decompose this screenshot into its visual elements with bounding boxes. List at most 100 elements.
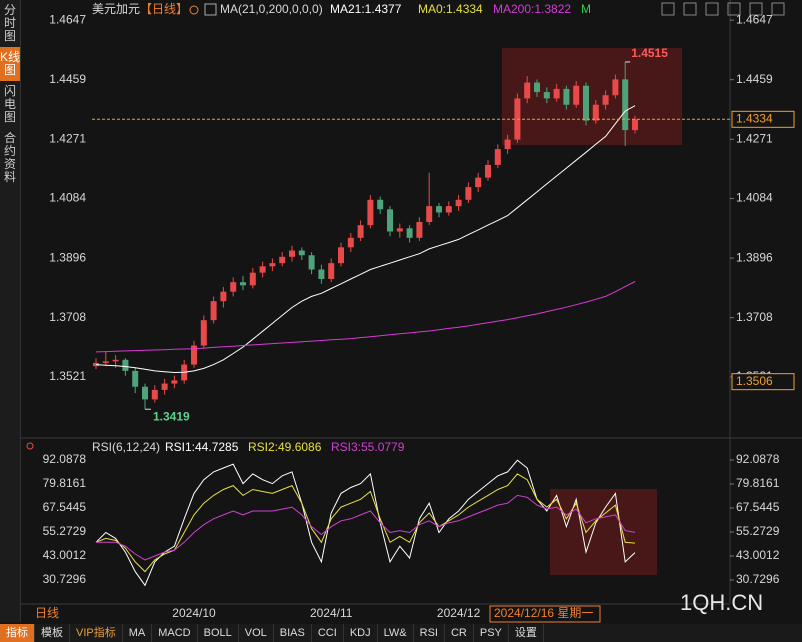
y-tick-label: 43.0012 — [43, 548, 87, 562]
y-tick-label: 1.4459 — [49, 72, 86, 86]
indicator-tab[interactable]: 指标 — [0, 624, 35, 642]
indicator-tab[interactable]: VIP指标 — [70, 624, 123, 642]
candle-body — [93, 362, 99, 367]
candle-body — [563, 88, 570, 105]
candle-body — [445, 206, 452, 213]
icon[interactable] — [204, 3, 217, 16]
price-box — [731, 110, 795, 128]
sidebar-tab[interactable]: 合约资料 — [3, 131, 16, 184]
legend-entry: MA21:1.4377 — [330, 2, 402, 16]
candle-body — [200, 320, 207, 346]
price-box — [731, 373, 795, 391]
icon[interactable] — [727, 2, 741, 16]
high-annotation: 1.4515 — [631, 46, 668, 60]
candle-body — [230, 282, 237, 292]
marker-price-label: 1.3506 — [736, 374, 773, 388]
period-label: 日线 — [35, 606, 59, 620]
legend-entry: RSI1:44.7285 — [165, 440, 239, 454]
indicator-tab[interactable]: RSI — [414, 624, 445, 642]
candle-body — [602, 95, 609, 105]
candle-body — [298, 250, 305, 256]
sidebar: 分时图 K线图闪电图合约资料 — [0, 0, 21, 622]
candle-body — [240, 282, 246, 286]
indicator-tab[interactable]: LW& — [378, 624, 414, 642]
candle-body — [632, 119, 638, 131]
y-tick-label: 79.8161 — [736, 476, 780, 490]
period: 【日线】 — [140, 2, 188, 16]
indicator-tab[interactable]: MA — [123, 624, 153, 642]
sidebar-tab[interactable]: 闪电图 — [3, 84, 16, 124]
y-tick-label: 1.3708 — [736, 310, 773, 324]
indicator-tab[interactable]: CCI — [312, 624, 344, 642]
candle-body — [416, 221, 423, 238]
indicator-tab[interactable]: VOL — [239, 624, 274, 642]
low-annotation: 1.3419 — [153, 409, 190, 423]
candle-body — [328, 263, 335, 280]
y-tick-label: 79.8161 — [43, 476, 87, 490]
icon[interactable] — [661, 2, 675, 16]
candle-body — [622, 79, 629, 131]
indicator-tab[interactable]: BIAS — [274, 624, 312, 642]
candle-body — [494, 149, 501, 165]
indicator-tab[interactable]: BOLL — [198, 624, 239, 642]
legend-entry: MA200:1.3822 — [493, 2, 571, 16]
y-tick-label: 67.5445 — [736, 500, 780, 514]
y-tick-label: 92.0878 — [736, 452, 780, 466]
y-tick-label: 1.4084 — [736, 191, 773, 205]
indicator-tab[interactable]: 模板 — [35, 624, 70, 642]
candle-body — [151, 389, 158, 400]
indicator-tab[interactable]: PSY — [474, 624, 509, 642]
candle-body — [583, 85, 589, 121]
candle-body — [279, 256, 286, 264]
highlight-box — [502, 48, 682, 145]
sidebar-tab[interactable]: K线图 — [0, 47, 20, 81]
x-tick-label: 2024/10 — [172, 606, 216, 620]
indicator-tab[interactable]: 设置 — [509, 624, 544, 642]
candle-body — [269, 263, 276, 267]
indicator: MA(21,0,200,0,0,0) — [220, 2, 323, 16]
candle-body — [592, 104, 599, 121]
icon[interactable] — [749, 2, 763, 16]
candle-body — [406, 228, 413, 238]
chart: 美元加元 【日线】 MA(21,0,200,0,0,0) RSI(6,12,24… — [20, 0, 802, 623]
series-line — [95, 459, 636, 587]
candle-body — [347, 237, 354, 248]
icon[interactable] — [705, 2, 719, 16]
y-tick-label: 1.3896 — [736, 250, 773, 264]
candle-body — [377, 199, 384, 210]
last-price-label: 1.4334 — [736, 111, 773, 125]
candle-body — [612, 79, 619, 96]
y-tick-label: 1.4647 — [49, 12, 86, 26]
y-tick-label: 67.5445 — [43, 500, 87, 514]
candle-body — [191, 345, 197, 365]
candle-body — [426, 206, 433, 222]
y-tick-label: 1.4459 — [736, 72, 773, 86]
y-tick-label: 1.4271 — [49, 131, 86, 145]
icon[interactable] — [26, 442, 34, 450]
indicator-tab[interactable]: KDJ — [344, 624, 378, 642]
tab-bar: 指标 模板 VIP指标 MA MACD BOLL VOL BIAS CCI KDJ LW& RSI CR… — [0, 624, 802, 642]
sidebar-tab[interactable]: 分时图 — [3, 3, 16, 43]
candle-body — [308, 255, 315, 270]
indicator-tab[interactable]: MACD — [152, 624, 198, 642]
icon[interactable] — [683, 2, 697, 16]
highlight-box — [550, 489, 657, 575]
candle-body — [465, 187, 472, 200]
indicator-tab[interactable]: CR — [445, 624, 474, 642]
y-tick-label: 1.4647 — [736, 12, 773, 26]
candle-body — [485, 164, 491, 178]
y-tick-label: 1.4271 — [736, 131, 773, 145]
y-tick-label: 1.3896 — [49, 250, 86, 264]
x-tick-label: 2024/11 — [310, 606, 353, 620]
legend-entry: M — [581, 2, 591, 16]
candle-body — [504, 139, 511, 150]
candle-body — [289, 250, 295, 257]
candle-body — [171, 380, 178, 384]
icon[interactable] — [189, 5, 199, 15]
candle-body — [318, 269, 325, 280]
icon[interactable] — [771, 2, 785, 16]
candle-body — [543, 92, 550, 99]
candle-body — [132, 370, 139, 387]
indicator: RSI(6,12,24) — [92, 440, 160, 454]
